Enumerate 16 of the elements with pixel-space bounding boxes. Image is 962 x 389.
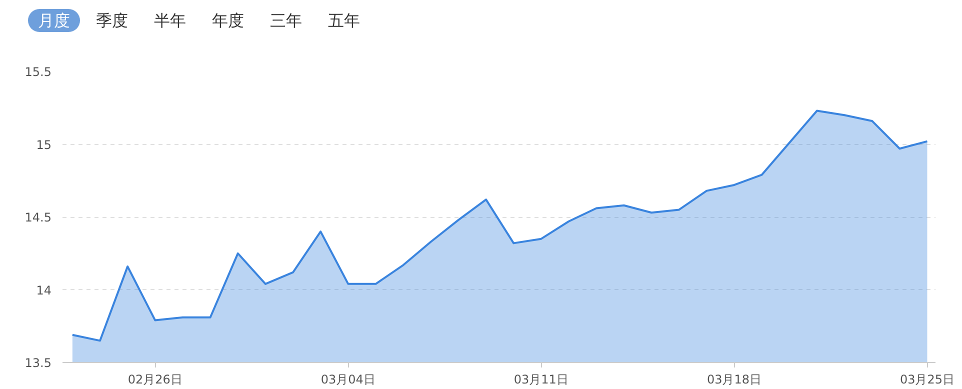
y-tick-label: 15.5	[24, 65, 52, 79]
x-tick-label: 03月25日	[900, 372, 955, 386]
text: 半年	[153, 10, 187, 32]
text: 季度	[95, 10, 129, 32]
text: 年度	[211, 10, 245, 32]
y-tick-label: 14.5	[24, 210, 52, 224]
text: 五年	[327, 10, 361, 32]
text: 三年	[269, 10, 303, 32]
text: 月度	[28, 9, 80, 32]
x-tick-label: 03月18日	[706, 372, 762, 386]
x-tick-label: 03月04日	[320, 372, 376, 386]
y-tick-label: 15	[36, 138, 52, 152]
x-tick-label: 02月26日	[128, 372, 182, 386]
y-tick-label: 13.5	[24, 356, 52, 370]
x-tick-label: 03月11日	[514, 372, 568, 386]
y-tick-label: 14	[36, 283, 52, 298]
